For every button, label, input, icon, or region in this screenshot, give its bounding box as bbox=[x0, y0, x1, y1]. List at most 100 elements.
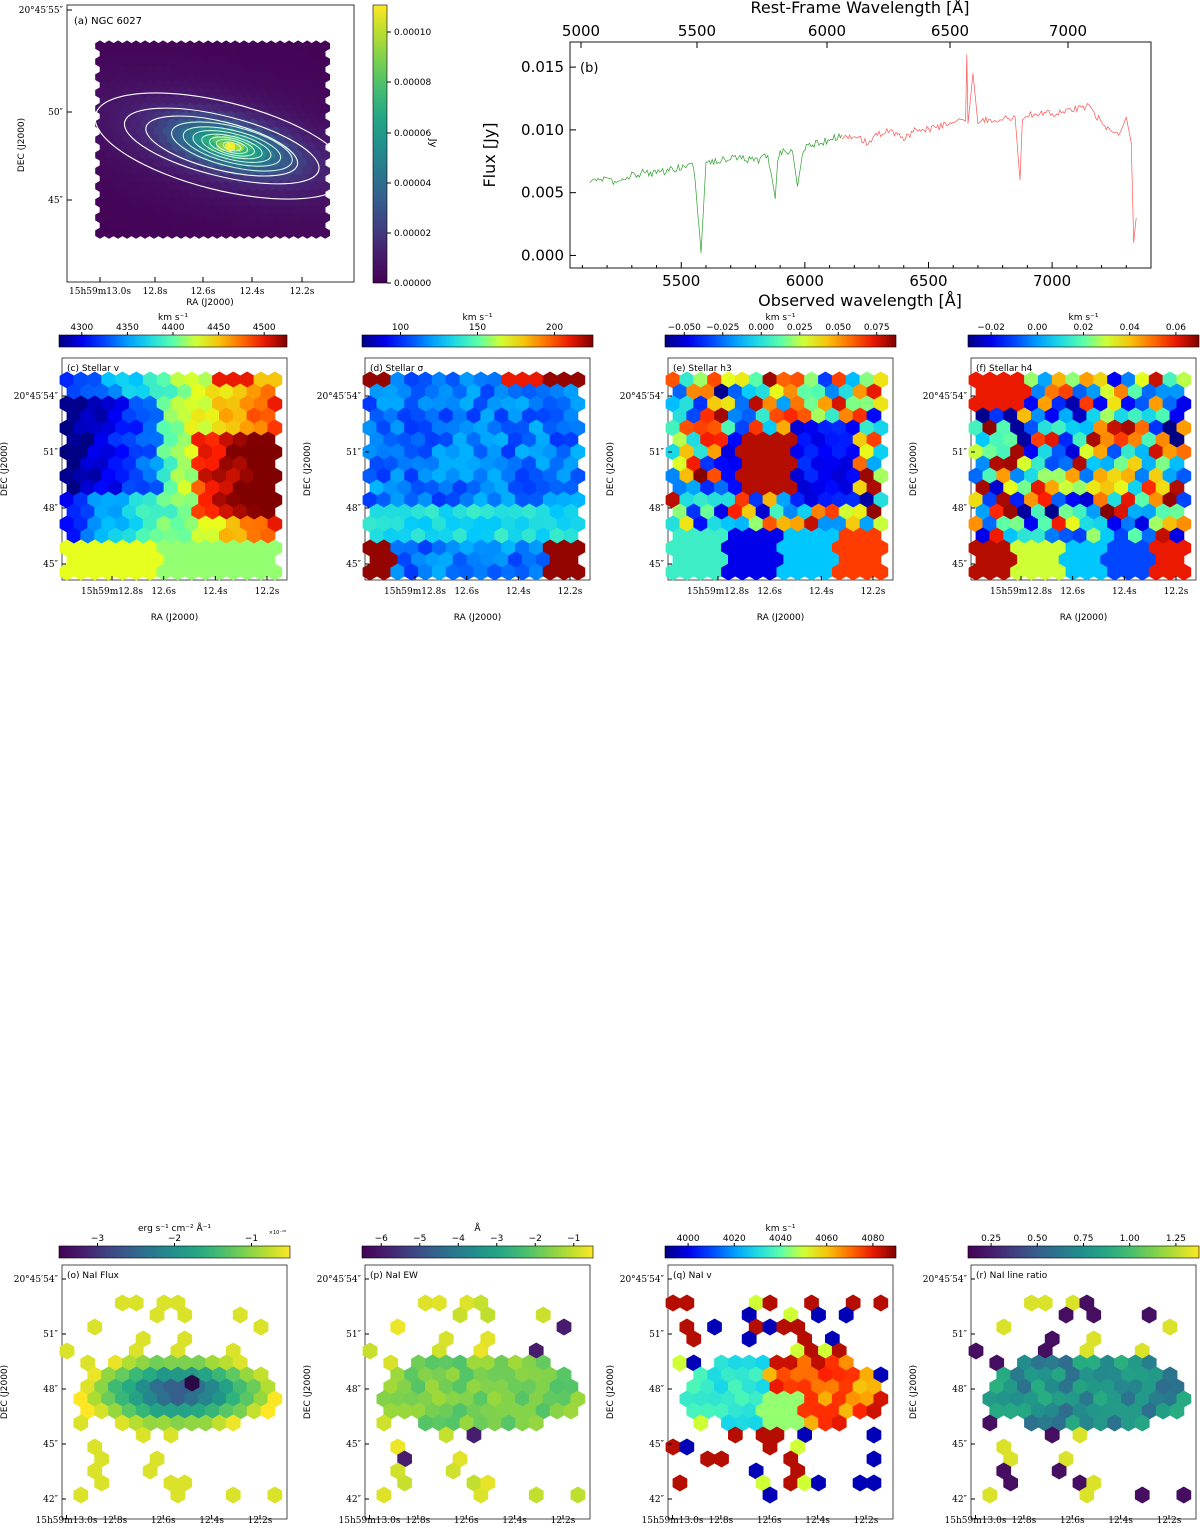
a-hex bbox=[221, 165, 231, 177]
f-hex bbox=[1100, 551, 1115, 569]
colorbar-bar bbox=[58, 1245, 291, 1259]
e-hex bbox=[734, 395, 750, 413]
a-hex bbox=[207, 173, 218, 185]
a-hex bbox=[95, 87, 105, 99]
q-hex bbox=[852, 1402, 868, 1420]
o-hex bbox=[94, 1402, 109, 1420]
p-hex bbox=[522, 1378, 537, 1396]
e-hex bbox=[672, 431, 688, 449]
p-hex bbox=[418, 1294, 433, 1312]
d-hex bbox=[445, 491, 461, 509]
f-hex bbox=[975, 407, 991, 425]
q-ytick-label: 20°45′54″ bbox=[620, 1275, 665, 1285]
e-hex bbox=[748, 539, 764, 557]
p-hex bbox=[570, 1486, 586, 1504]
e-hex bbox=[831, 395, 847, 413]
q-hex bbox=[741, 1378, 757, 1396]
d-hex bbox=[528, 371, 544, 389]
a-hex bbox=[212, 87, 222, 99]
f-hex bbox=[1086, 551, 1102, 569]
c-hex bbox=[66, 479, 82, 497]
c-hex bbox=[163, 407, 179, 425]
e-hex bbox=[831, 419, 847, 437]
d-hex bbox=[501, 491, 516, 509]
a-hex bbox=[131, 149, 141, 161]
a-hex bbox=[158, 227, 168, 239]
e-hex bbox=[707, 515, 722, 533]
e-hex bbox=[783, 551, 799, 569]
a-hex bbox=[99, 63, 110, 75]
o-xtick-label: 12.2s bbox=[248, 1516, 273, 1526]
a-hex bbox=[207, 79, 218, 91]
r-hex bbox=[1128, 1354, 1143, 1372]
q-hex bbox=[679, 1318, 695, 1336]
q-hex bbox=[748, 1294, 764, 1312]
c-hex bbox=[191, 455, 206, 473]
a-hex bbox=[297, 63, 308, 75]
a-hex bbox=[225, 95, 236, 107]
a-hex bbox=[302, 180, 312, 192]
q-hex bbox=[748, 1390, 764, 1408]
d-hex bbox=[418, 443, 433, 461]
a-contour-line bbox=[208, 136, 255, 157]
a-hex bbox=[144, 188, 155, 200]
a-hex bbox=[216, 219, 227, 231]
f-hex bbox=[1010, 419, 1025, 437]
e-hex bbox=[707, 491, 722, 509]
d-hex bbox=[411, 455, 426, 473]
a-hex bbox=[216, 126, 227, 138]
a-hex bbox=[122, 149, 132, 161]
f-hex bbox=[1169, 407, 1185, 425]
e-hex bbox=[866, 527, 882, 545]
a-hex bbox=[198, 173, 209, 185]
a-hex bbox=[180, 141, 191, 153]
a-hex bbox=[135, 48, 146, 60]
c-hex bbox=[225, 491, 241, 509]
q-hex bbox=[755, 1426, 771, 1444]
f-hex bbox=[1010, 371, 1025, 389]
a-hex bbox=[320, 102, 330, 114]
f-hex bbox=[1017, 551, 1032, 569]
a-hex bbox=[239, 180, 249, 192]
f-hex bbox=[989, 407, 1005, 425]
e-hex bbox=[776, 371, 792, 389]
f-hex bbox=[989, 503, 1005, 521]
a-hex bbox=[140, 212, 150, 224]
d-hex bbox=[445, 395, 461, 413]
a-hex bbox=[122, 165, 132, 177]
a-hex bbox=[194, 180, 204, 192]
o-hex bbox=[142, 1390, 158, 1408]
a-hex bbox=[234, 95, 245, 107]
e-hex bbox=[748, 563, 764, 581]
a-hex bbox=[243, 188, 254, 200]
chart-a-yticks: 20°45′55″50″45″ bbox=[19, 6, 72, 206]
e-hex bbox=[845, 563, 861, 581]
c-title: (c) Stellar v bbox=[67, 364, 120, 374]
d-hex bbox=[418, 371, 433, 389]
c-hex bbox=[239, 515, 255, 533]
a-hex bbox=[315, 219, 326, 231]
o-hex bbox=[128, 1294, 144, 1312]
c-hex bbox=[267, 563, 283, 581]
o-xtick-label: 12.4s bbox=[199, 1516, 224, 1526]
a-hex bbox=[234, 79, 245, 91]
q-cbar-tick-label: 4040 bbox=[769, 1234, 792, 1244]
p-hex bbox=[452, 1306, 468, 1324]
c-hex bbox=[205, 503, 220, 521]
d-hex bbox=[452, 479, 468, 497]
d-hex bbox=[563, 383, 579, 401]
d-hex bbox=[508, 503, 523, 521]
f-hex bbox=[996, 395, 1012, 413]
q-hex bbox=[838, 1354, 854, 1372]
a-hex bbox=[117, 126, 128, 138]
a-hex bbox=[189, 95, 200, 107]
c-hex bbox=[108, 551, 123, 569]
e-hex bbox=[686, 383, 702, 401]
r-hex bbox=[1100, 1354, 1115, 1372]
e-hex bbox=[741, 407, 757, 425]
b-ytick-label: 0.000 bbox=[521, 246, 564, 264]
e-hex bbox=[714, 479, 729, 497]
c-hex bbox=[101, 539, 116, 557]
d-hex bbox=[390, 467, 406, 485]
r-hex bbox=[1107, 1390, 1122, 1408]
